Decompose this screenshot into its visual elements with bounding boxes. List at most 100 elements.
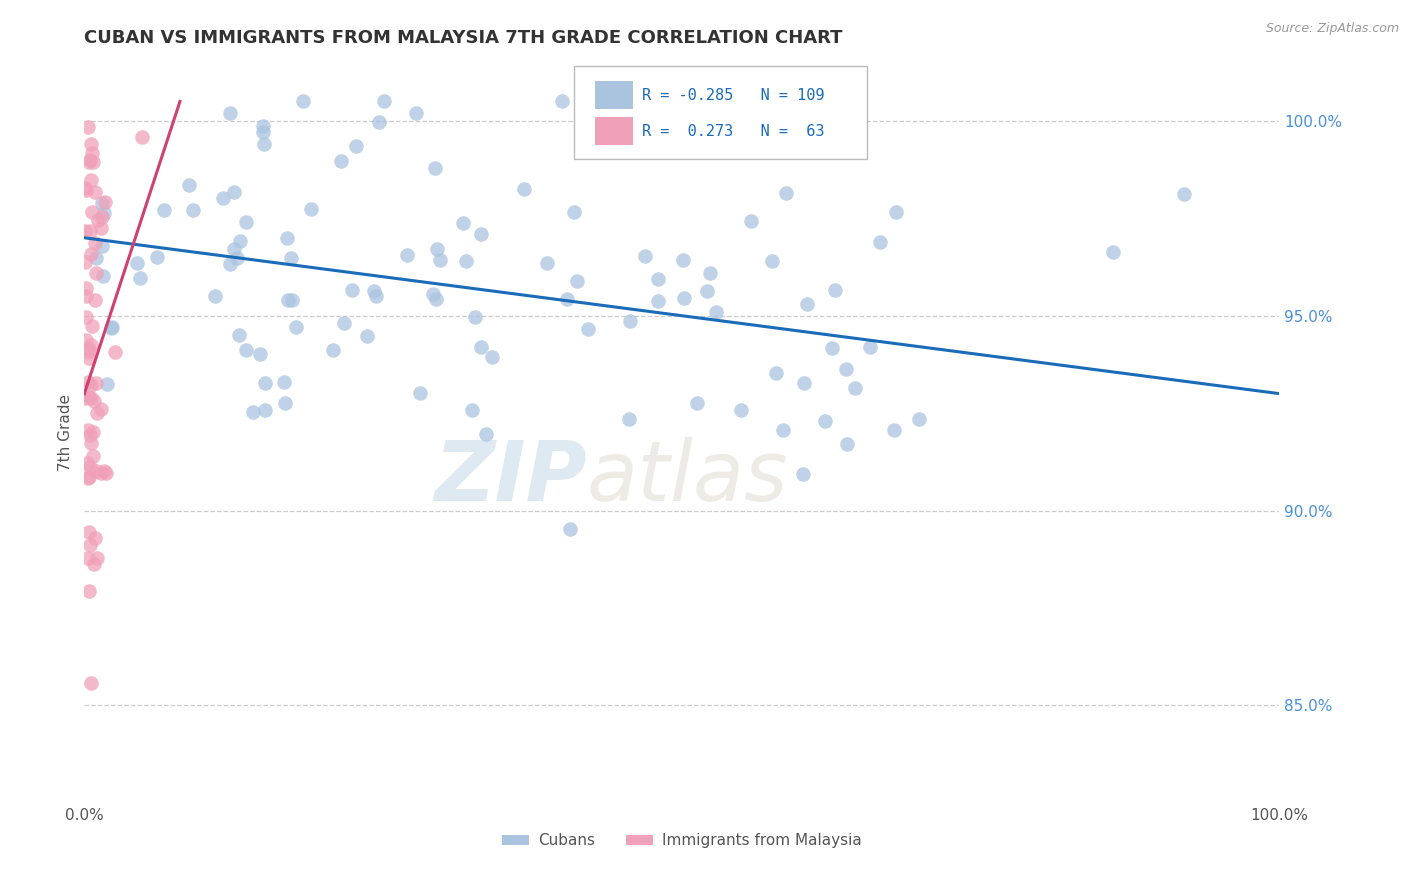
Point (84, 185, 107, 199)
Point (242, 405, 264, 419)
Point (129, 271, 152, 285)
Point (560, 522, 582, 536)
Point (253, 136, 276, 151)
Point (82, 155, 104, 169)
Point (235, 343, 257, 357)
Point (83, 293, 105, 308)
Point (619, 412, 641, 426)
FancyBboxPatch shape (575, 66, 868, 159)
Point (73, 180, 96, 194)
Point (75, 392, 97, 406)
Point (84, 376, 107, 391)
Point (226, 252, 249, 266)
Point (79, 537, 101, 551)
Point (367, 115, 389, 129)
Point (82, 425, 104, 439)
Point (75, 224, 97, 238)
Point (409, 386, 432, 401)
Point (224, 242, 246, 256)
Point (79, 342, 101, 356)
Point (422, 287, 444, 301)
Bar (595, 81, 633, 109)
Point (82, 450, 104, 464)
Point (765, 366, 787, 380)
Point (80, 435, 103, 450)
Point (761, 254, 783, 268)
Point (82, 145, 104, 160)
Point (565, 274, 588, 288)
Point (75, 281, 97, 295)
Point (93, 464, 115, 478)
Point (80, 173, 103, 187)
Point (821, 342, 844, 356)
Point (96, 466, 118, 480)
Point (252, 119, 274, 133)
Point (90, 466, 112, 480)
Point (704, 305, 727, 319)
Point (77, 551, 100, 566)
Point (396, 248, 419, 262)
Point (77, 345, 100, 359)
Point (470, 340, 492, 354)
Point (235, 215, 257, 229)
Point (76, 120, 98, 135)
Point (91, 268, 114, 283)
Point (512, 181, 534, 195)
Point (536, 256, 558, 270)
Point (699, 266, 721, 280)
Point (181, 202, 204, 217)
Point (796, 297, 818, 311)
Point (86, 551, 108, 566)
Point (84, 235, 107, 250)
Point (222, 185, 245, 199)
Point (79, 427, 101, 442)
Point (80, 676, 103, 690)
Point (253, 376, 276, 391)
Point (740, 214, 762, 228)
Point (356, 328, 378, 343)
Point (792, 467, 814, 481)
Point (249, 347, 271, 361)
Point (291, 95, 314, 109)
Point (104, 344, 127, 359)
Point (90, 221, 112, 235)
Point (285, 320, 308, 334)
Point (76, 423, 98, 437)
Point (83, 557, 105, 571)
Text: atlas: atlas (586, 436, 787, 517)
Point (883, 423, 905, 437)
Point (177, 178, 200, 193)
Point (363, 284, 385, 298)
Point (647, 272, 669, 286)
Point (146, 250, 169, 264)
Point (550, 95, 572, 109)
Point (704, 144, 727, 158)
Point (100, 320, 122, 334)
Point (125, 256, 148, 270)
Point (772, 423, 794, 437)
Point (83, 394, 105, 409)
Point (647, 294, 669, 309)
Point (75, 289, 97, 303)
Point (90, 402, 112, 417)
Point (76, 471, 98, 485)
Point (696, 284, 718, 298)
Point (82, 319, 104, 334)
Legend: Cubans, Immigrants from Malaysia: Cubans, Immigrants from Malaysia (495, 827, 869, 855)
Point (86, 464, 108, 478)
Point (252, 125, 274, 139)
Point (84, 532, 107, 546)
Text: R =  0.273   N =  63: R = 0.273 N = 63 (643, 124, 825, 139)
Point (90, 239, 112, 253)
Point (79, 351, 101, 366)
Point (273, 395, 295, 409)
Point (90, 196, 112, 211)
Point (219, 105, 242, 120)
Point (835, 362, 858, 376)
Point (75, 255, 97, 269)
Point (79, 224, 101, 238)
Point (481, 350, 503, 364)
Point (557, 293, 579, 307)
Point (425, 293, 447, 307)
Point (80, 247, 103, 261)
